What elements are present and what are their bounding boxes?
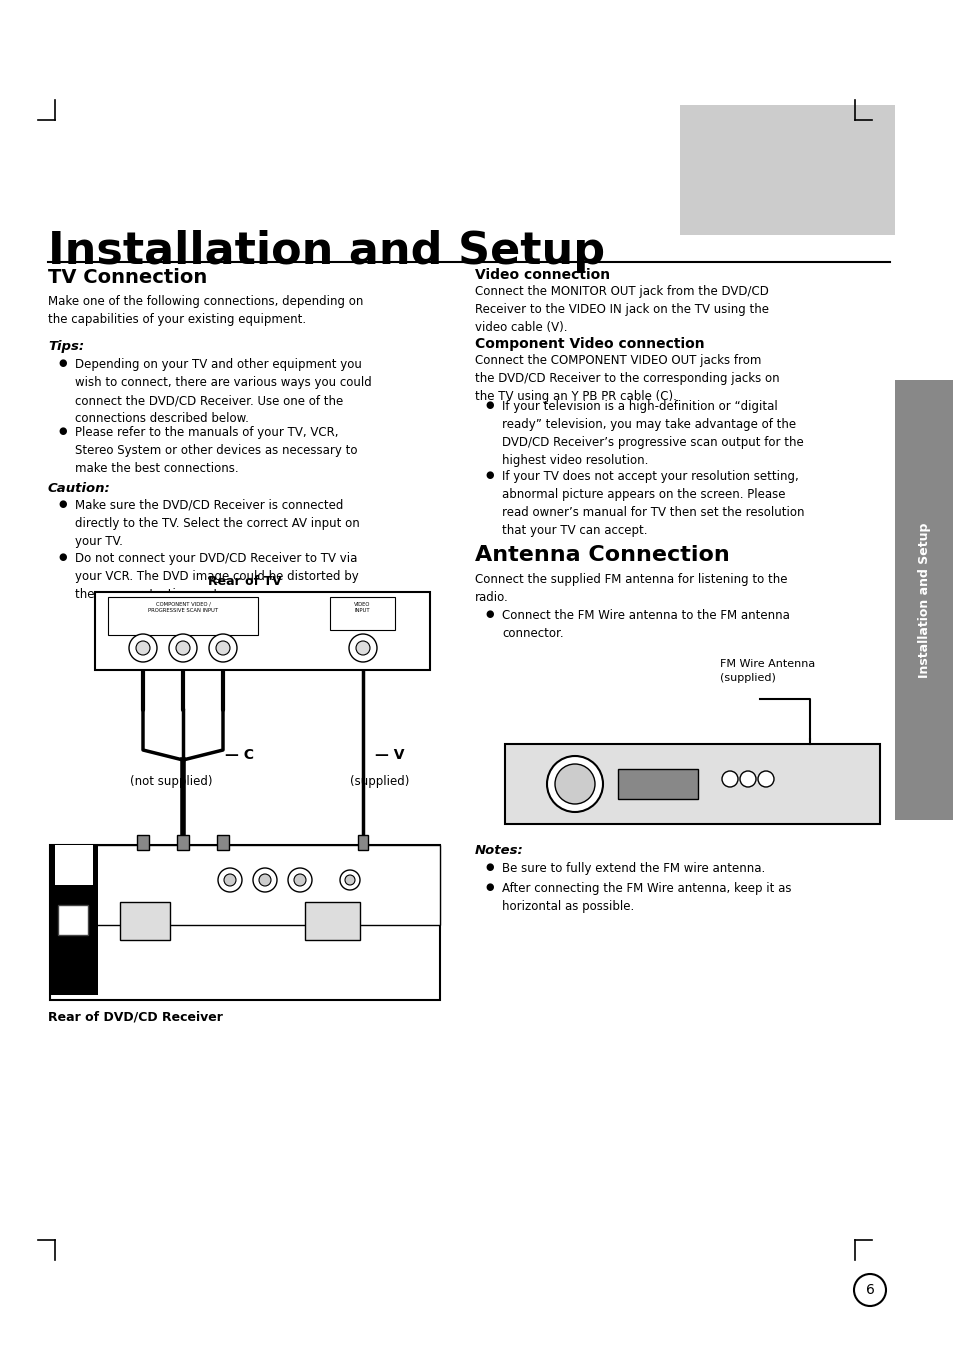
Circle shape (740, 771, 755, 788)
Text: Component Video connection: Component Video connection (475, 336, 704, 351)
Bar (216, 835, 229, 850)
Bar (50, 844, 439, 1000)
Bar (894, 380, 953, 820)
Text: ●: ● (58, 426, 67, 436)
Bar (137, 835, 149, 850)
Bar (330, 597, 395, 630)
Bar (95, 592, 430, 670)
Bar (305, 902, 359, 940)
Circle shape (349, 634, 376, 662)
Bar (679, 105, 894, 235)
Circle shape (253, 867, 276, 892)
Text: Rear of DVD/CD Receiver: Rear of DVD/CD Receiver (48, 1011, 223, 1023)
Text: ●: ● (58, 358, 67, 367)
Circle shape (215, 640, 230, 655)
Text: COMPONENT VIDEO /
PROGRESSIVE SCAN INPUT: COMPONENT VIDEO / PROGRESSIVE SCAN INPUT (148, 603, 218, 613)
Circle shape (224, 874, 235, 886)
Text: 6: 6 (864, 1283, 874, 1297)
Text: Make one of the following connections, depending on
the capabilities of your exi: Make one of the following connections, d… (48, 295, 363, 326)
Circle shape (555, 765, 595, 804)
Circle shape (129, 634, 157, 662)
Circle shape (546, 757, 602, 812)
Circle shape (169, 634, 196, 662)
Circle shape (355, 640, 370, 655)
Circle shape (258, 874, 271, 886)
Text: Connect the FM Wire antenna to the FM antenna
connector.: Connect the FM Wire antenna to the FM an… (501, 609, 789, 640)
Text: Notes:: Notes: (475, 844, 523, 857)
Text: ●: ● (484, 862, 493, 871)
Text: ●: ● (484, 609, 493, 619)
Text: Connect the supplied FM antenna for listening to the
radio.: Connect the supplied FM antenna for list… (475, 573, 786, 604)
Text: Do not connect your DVD/CD Receiver to TV via
your VCR. The DVD image could be d: Do not connect your DVD/CD Receiver to T… (75, 553, 358, 601)
Text: (not supplied): (not supplied) (130, 775, 213, 788)
Text: ●: ● (484, 400, 493, 409)
Text: ●: ● (484, 470, 493, 480)
Circle shape (209, 634, 236, 662)
Circle shape (218, 867, 242, 892)
Text: Rear of TV: Rear of TV (208, 576, 281, 588)
Text: Connect the MONITOR OUT jack from the DVD/CD
Receiver to the VIDEO IN jack on th: Connect the MONITOR OUT jack from the DV… (475, 285, 768, 334)
Text: — V: — V (375, 748, 404, 762)
Text: ●: ● (58, 499, 67, 509)
Text: VIDEO
INPUT: VIDEO INPUT (354, 603, 370, 613)
Circle shape (721, 771, 738, 788)
Bar (55, 844, 92, 885)
Text: ●: ● (484, 882, 493, 892)
Text: Depending on your TV and other equipment you
wish to connect, there are various : Depending on your TV and other equipment… (75, 358, 372, 426)
Text: After connecting the FM Wire antenna, keep it as
horizontal as possible.: After connecting the FM Wire antenna, ke… (501, 882, 791, 913)
Text: If your television is a high-definition or “digital
ready” television, you may t: If your television is a high-definition … (501, 400, 803, 467)
Text: Installation and Setup: Installation and Setup (918, 523, 930, 678)
Text: Caution:: Caution: (48, 482, 111, 494)
Bar (50, 844, 439, 925)
Circle shape (853, 1274, 885, 1306)
Text: If your TV does not accept your resolution setting,
abnormal picture appears on : If your TV does not accept your resoluti… (501, 470, 803, 536)
Text: Please refer to the manuals of your TV, VCR,
Stereo System or other devices as n: Please refer to the manuals of your TV, … (75, 426, 357, 476)
Bar (618, 769, 698, 798)
Bar (120, 902, 170, 940)
Text: Video connection: Video connection (475, 267, 610, 282)
Text: Antenna Connection: Antenna Connection (475, 544, 729, 565)
Text: TV Connection: TV Connection (48, 267, 207, 286)
Text: Make sure the DVD/CD Receiver is connected
directly to the TV. Select the correc: Make sure the DVD/CD Receiver is connect… (75, 499, 359, 549)
Bar (357, 835, 368, 850)
Circle shape (339, 870, 359, 890)
Circle shape (345, 875, 355, 885)
Text: Be sure to fully extend the FM wire antenna.: Be sure to fully extend the FM wire ante… (501, 862, 764, 875)
Circle shape (294, 874, 306, 886)
Bar (108, 597, 257, 635)
Text: ●: ● (58, 553, 67, 562)
Text: Installation and Setup: Installation and Setup (48, 230, 604, 273)
Text: — C: — C (225, 748, 253, 762)
Circle shape (136, 640, 150, 655)
Text: Tips:: Tips: (48, 340, 84, 353)
Circle shape (758, 771, 773, 788)
Text: (supplied): (supplied) (350, 775, 409, 788)
Bar (177, 835, 189, 850)
Text: Connect the COMPONENT VIDEO OUT jacks from
the DVD/CD Receiver to the correspond: Connect the COMPONENT VIDEO OUT jacks fr… (475, 354, 779, 403)
Bar (50, 844, 98, 994)
Bar (58, 905, 88, 935)
Bar (504, 744, 879, 824)
Circle shape (288, 867, 312, 892)
Circle shape (175, 640, 190, 655)
Text: FM Wire Antenna
(supplied): FM Wire Antenna (supplied) (720, 659, 815, 684)
